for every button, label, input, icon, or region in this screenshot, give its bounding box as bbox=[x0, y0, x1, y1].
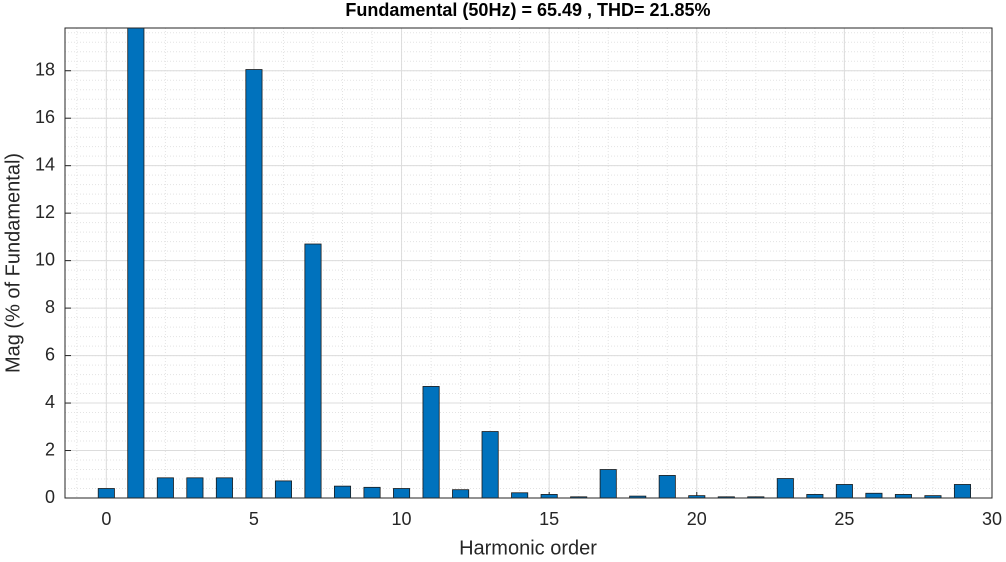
x-tick-label: 10 bbox=[392, 509, 412, 529]
x-tick-label: 15 bbox=[539, 509, 559, 529]
bar bbox=[806, 494, 824, 498]
bar bbox=[333, 485, 352, 498]
bar bbox=[776, 478, 794, 498]
y-tick-label: 16 bbox=[35, 107, 55, 127]
bar bbox=[599, 469, 617, 498]
bar bbox=[393, 488, 411, 498]
bars bbox=[97, 28, 971, 498]
y-tick-label: 4 bbox=[45, 392, 55, 412]
bar bbox=[97, 488, 115, 498]
bar bbox=[127, 28, 145, 498]
bar bbox=[894, 494, 912, 498]
bar bbox=[452, 489, 470, 498]
bar bbox=[953, 484, 971, 498]
bar bbox=[865, 492, 883, 498]
y-tick-label: 14 bbox=[35, 154, 55, 174]
bar bbox=[747, 496, 765, 498]
y-tick-label: 2 bbox=[45, 439, 55, 459]
bar bbox=[245, 69, 263, 498]
minor-grid bbox=[65, 28, 992, 498]
bar bbox=[540, 494, 558, 498]
x-tick-label: 0 bbox=[101, 509, 111, 529]
y-tick-label: 12 bbox=[35, 202, 55, 222]
chart-title: Fundamental (50Hz) = 65.49 , THD= 21.85% bbox=[345, 0, 710, 20]
bar bbox=[658, 475, 676, 498]
bar bbox=[511, 492, 529, 498]
x-axis-label: Harmonic order bbox=[459, 537, 597, 559]
x-tick-label: 25 bbox=[834, 509, 854, 529]
bar bbox=[363, 486, 381, 498]
y-tick-label: 8 bbox=[45, 297, 55, 317]
bar bbox=[629, 495, 647, 498]
bar bbox=[481, 431, 499, 498]
bar bbox=[717, 496, 735, 498]
bar bbox=[215, 477, 233, 498]
y-tick-label: 10 bbox=[35, 249, 55, 269]
x-tick-label: 20 bbox=[687, 509, 707, 529]
bar bbox=[422, 386, 440, 498]
x-tick-label: 30 bbox=[982, 509, 1002, 529]
bar bbox=[570, 496, 588, 498]
bar bbox=[156, 477, 174, 498]
plot-frame bbox=[64, 27, 993, 499]
bar bbox=[304, 243, 322, 498]
bar bbox=[274, 480, 292, 498]
bar bbox=[186, 477, 204, 498]
bar bbox=[835, 484, 853, 498]
x-tick-label: 5 bbox=[249, 509, 259, 529]
y-tick-label: 0 bbox=[45, 487, 55, 507]
y-axis-label: Mag (% of Fundamental) bbox=[2, 153, 24, 373]
grid bbox=[65, 28, 993, 499]
y-tick-label: 6 bbox=[45, 344, 55, 364]
y-tick-label: 18 bbox=[35, 59, 55, 79]
